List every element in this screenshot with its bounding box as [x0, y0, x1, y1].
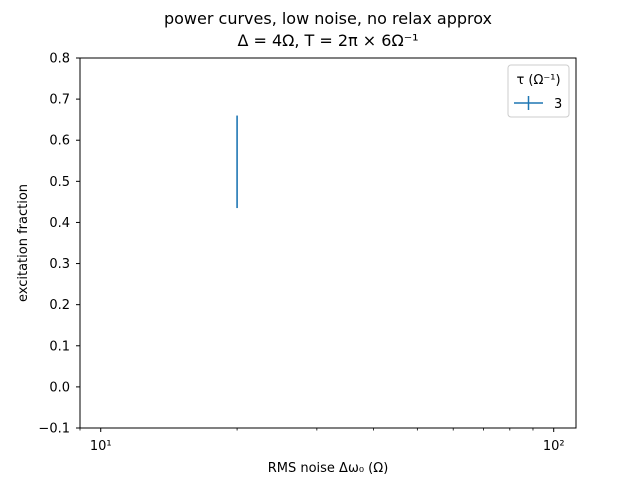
- y-tick-label: 0.5: [49, 175, 70, 190]
- y-axis-label: excitation fraction: [16, 184, 31, 302]
- x-tick-label: 10²: [543, 439, 565, 454]
- chart-title: power curves, low noise, no relax approx: [164, 9, 492, 28]
- y-tick-label: 0.3: [49, 257, 70, 272]
- x-axis: 10¹ 10²: [79, 428, 565, 454]
- plot-area: [79, 57, 577, 429]
- x-tick-label: 10¹: [90, 439, 112, 454]
- y-tick-label: 0.2: [49, 298, 70, 313]
- y-tick-label: 0.1: [49, 339, 70, 354]
- legend-title: τ (Ω⁻¹): [516, 73, 560, 88]
- y-tick-label: 0.7: [49, 93, 70, 108]
- chart-subtitle: Δ = 4Ω, T = 2π × 6Ω⁻¹: [237, 31, 418, 50]
- legend: τ (Ω⁻¹) 3: [507, 64, 570, 118]
- y-tick-label: 0.6: [49, 134, 70, 149]
- legend-box: [507, 64, 570, 118]
- x-axis-label: RMS noise Δω₀ (Ω): [268, 461, 389, 476]
- y-tick-label: 0.8: [49, 52, 70, 67]
- y-tick-label: −0.1: [38, 422, 70, 437]
- y-tick-label: 0.4: [49, 216, 70, 231]
- y-axis: −0.1 0.0 0.1 0.2 0.3 0.4 0.5 0.6 0.7 0.8: [38, 52, 80, 437]
- y-tick-label: 0.0: [49, 380, 70, 395]
- legend-entry-label: 3: [554, 97, 562, 112]
